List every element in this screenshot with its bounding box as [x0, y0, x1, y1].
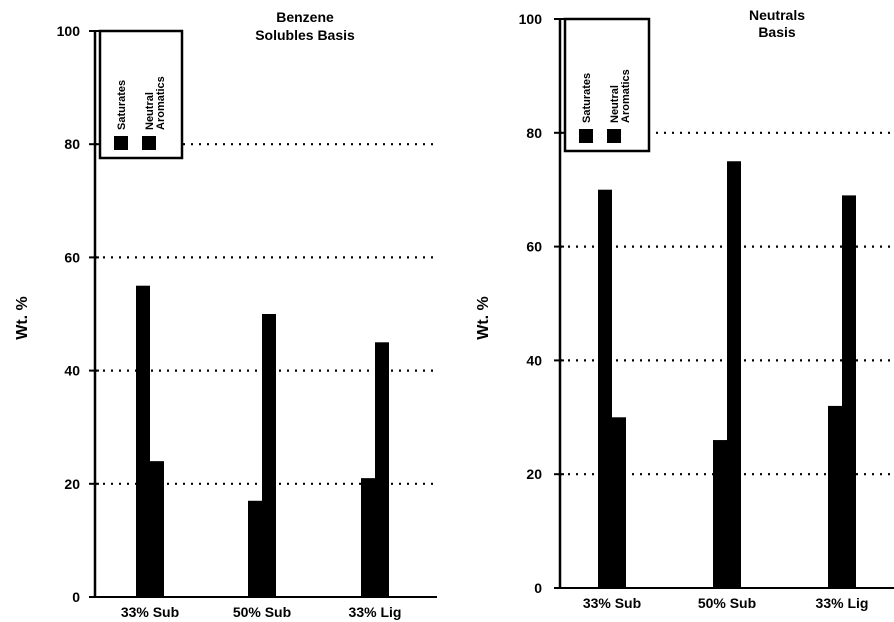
bar-saturates — [361, 478, 375, 597]
y-axis-label: Wt. % — [475, 296, 492, 340]
bar-saturates — [828, 405, 842, 588]
chart-panel-left: 0 20 40 60 80 100 Wt. % Benzene Solubles Basis 33… — [14, 9, 437, 620]
legend-swatch — [607, 129, 621, 143]
y-tick-label: 100 — [519, 11, 543, 27]
legend-label: Neutral — [609, 85, 621, 123]
y-axis-label: Wt. % — [14, 296, 31, 340]
chart-title-line: Solubles Basis — [255, 27, 355, 43]
chart-title-line: Basis — [758, 24, 796, 40]
legend-label: Saturates — [116, 80, 128, 130]
x-category-label: 33% Sub — [583, 595, 641, 611]
x-category-label: 33% Lig — [349, 604, 402, 620]
bar-neutral-aromatics — [612, 417, 626, 588]
bar-neutral-aromatics — [262, 314, 276, 597]
legend-label: Aromatics — [155, 76, 167, 130]
legend-swatch — [579, 129, 593, 143]
x-category-label: 33% Sub — [121, 604, 179, 620]
y-tick-label: 40 — [526, 352, 542, 368]
legend-swatch — [142, 136, 156, 150]
legend-label: Aromatics — [620, 69, 632, 123]
bar-saturates — [713, 440, 727, 588]
x-category-label: 33% Lig — [816, 595, 869, 611]
bar-neutral-aromatics — [842, 195, 856, 588]
y-tick-label: 100 — [57, 23, 81, 39]
y-tick-label: 60 — [64, 249, 80, 265]
legend-label: Neutral — [144, 92, 156, 130]
y-tick-label: 0 — [534, 580, 542, 596]
y-tick-label: 40 — [64, 363, 80, 379]
bar-neutral-aromatics — [150, 461, 164, 597]
y-tick-label: 80 — [64, 136, 80, 152]
bar-neutral-aromatics — [727, 161, 741, 588]
y-tick-label: 20 — [526, 466, 542, 482]
y-tick-label: 0 — [72, 589, 80, 605]
bar-saturates — [136, 285, 150, 597]
chart-title-line: Neutrals — [749, 7, 805, 23]
bar-saturates — [248, 500, 262, 597]
bar-neutral-aromatics — [375, 342, 389, 597]
legend-swatch — [114, 136, 128, 150]
y-tick-label: 80 — [526, 125, 542, 141]
x-category-label: 50% Sub — [698, 595, 756, 611]
y-tick-label: 60 — [526, 239, 542, 255]
legend-box — [98, 29, 184, 160]
chart-title-line: Benzene — [276, 9, 334, 25]
legend-label: Saturates — [581, 73, 593, 123]
x-category-label: 50% Sub — [233, 604, 291, 620]
y-tick-label: 20 — [64, 476, 80, 492]
bar-saturates — [598, 189, 612, 588]
